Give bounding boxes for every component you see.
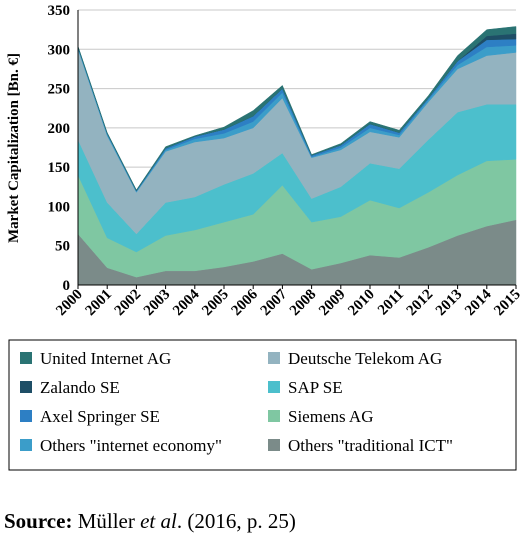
x-tick-label: 2010 — [345, 287, 378, 320]
legend-swatch — [268, 439, 280, 451]
y-tick-label: 200 — [48, 121, 71, 137]
y-tick-label: 250 — [48, 82, 71, 98]
x-tick-label: 2003 — [141, 287, 174, 320]
x-tick-label: 2009 — [316, 287, 349, 320]
source-label: Source: — [4, 509, 72, 533]
x-tick-label: 2015 — [491, 287, 520, 320]
x-tick-label: 2005 — [199, 287, 232, 320]
legend-swatch — [20, 381, 32, 393]
y-tick-label: 150 — [48, 160, 71, 176]
source-text: . (2016, p. 25) — [177, 509, 296, 533]
x-tick-label: 2002 — [112, 287, 145, 320]
legend-swatch — [268, 352, 280, 364]
legend-label: SAP SE — [288, 378, 343, 397]
x-tick-label: 2001 — [83, 287, 116, 320]
x-tick-label: 2014 — [462, 286, 495, 319]
y-axis-label: Market Capitalization [Bn. €] — [6, 53, 22, 243]
legend-label: United Internet AG — [40, 349, 171, 368]
legend-swatch — [268, 410, 280, 422]
source-text: et al — [140, 509, 177, 533]
legend-swatch — [20, 439, 32, 451]
legend-label: Others "traditional ICT" — [288, 436, 453, 455]
legend-label: Others "internet economy" — [40, 436, 222, 455]
legend-box — [8, 339, 517, 471]
x-tick-label: 2006 — [229, 286, 262, 319]
legend-swatch — [20, 410, 32, 422]
x-tick-label: 2004 — [170, 286, 203, 319]
legend-label: Deutsche Telekom AG — [288, 349, 442, 368]
x-tick-label: 2007 — [258, 286, 291, 319]
y-tick-label: 100 — [48, 199, 71, 215]
area — [77, 26, 517, 192]
y-tick-label: 0 — [63, 278, 71, 294]
x-tick-label: 2008 — [287, 287, 320, 320]
legend-label: Axel Springer SE — [40, 407, 160, 426]
legend-swatch — [20, 352, 32, 364]
y-tick-label: 300 — [48, 42, 71, 58]
y-tick-label: 50 — [55, 239, 70, 255]
legend-label: Siemens AG — [288, 407, 373, 426]
y-tick-label: 350 — [48, 3, 71, 19]
source: Source: Müller et al. (2016, p. 25) — [4, 509, 296, 533]
legend-swatch — [268, 381, 280, 393]
x-tick-label: 2011 — [375, 287, 407, 319]
x-tick-label: 2000 — [53, 287, 86, 320]
x-tick-label: 2012 — [404, 287, 437, 320]
legend-label: Zalando SE — [40, 378, 120, 397]
x-tick-label: 2013 — [433, 287, 466, 320]
source-text: Müller — [78, 509, 140, 533]
